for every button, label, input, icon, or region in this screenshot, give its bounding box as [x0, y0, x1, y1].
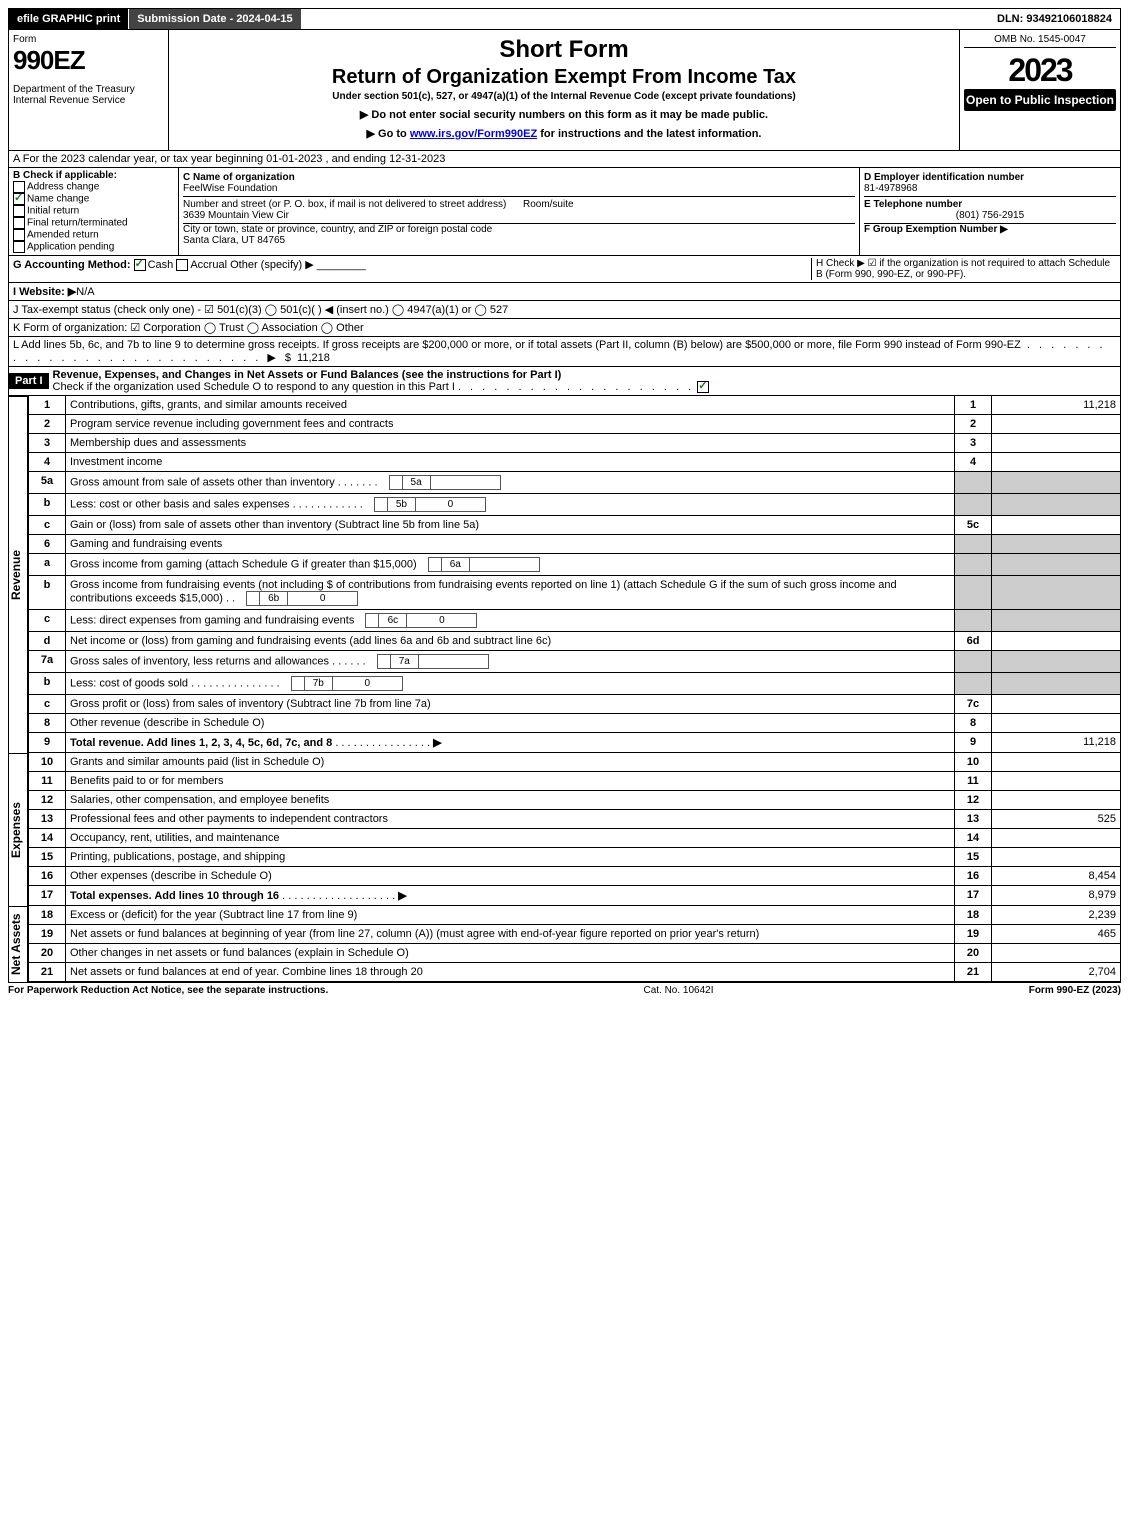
footer-catno: Cat. No. 10642I: [643, 985, 713, 996]
netassets-section-label: Net Assets: [8, 906, 28, 982]
check-accrual[interactable]: [176, 259, 188, 271]
check-name-change[interactable]: [13, 193, 25, 205]
top-bar: efile GRAPHIC print Submission Date - 20…: [8, 8, 1121, 30]
gross-receipts: 11,218: [294, 352, 330, 364]
section-h: H Check ▶ ☑ if the organization is not r…: [811, 258, 1116, 280]
check-schedule-o[interactable]: [697, 381, 709, 393]
omb-number: OMB No. 1545-0047: [964, 34, 1116, 48]
irs-link[interactable]: www.irs.gov/Form990EZ: [410, 128, 537, 140]
line-1-value: 11,218: [992, 396, 1121, 415]
dept-treasury: Department of the Treasury: [13, 84, 164, 95]
check-application-pending[interactable]: [13, 241, 25, 253]
row-k: K Form of organization: ☑ Corporation ◯ …: [8, 319, 1121, 337]
form-word: Form: [13, 34, 164, 45]
title-short-form: Short Form: [173, 36, 955, 64]
header-center: Short Form Return of Organization Exempt…: [169, 30, 960, 150]
dln: DLN: 93492106018824: [989, 9, 1120, 29]
group-exemption: F Group Exemption Number ▶: [864, 224, 1008, 235]
section-bcd: B Check if applicable: Address change Na…: [8, 168, 1121, 256]
note-ssn: ▶ Do not enter social security numbers o…: [173, 108, 955, 121]
revenue-table: 1Contributions, gifts, grants, and simil…: [28, 396, 1121, 753]
ein: 81-4978968: [864, 183, 917, 194]
total-revenue: 11,218: [992, 733, 1121, 753]
footer-right: Form 990-EZ (2023): [1029, 985, 1121, 996]
website: N/A: [76, 286, 94, 298]
line-18-value: 2,239: [992, 906, 1121, 925]
note-link: ▶ Go to www.irs.gov/Form990EZ for instru…: [173, 127, 955, 140]
section-c: C Name of organizationFeelWise Foundatio…: [179, 168, 860, 255]
title-return: Return of Organization Exempt From Incom…: [173, 66, 955, 89]
efile-print-button[interactable]: efile GRAPHIC print: [9, 9, 129, 29]
org-name: FeelWise Foundation: [183, 183, 278, 194]
phone: (801) 756-2915: [864, 210, 1116, 221]
header-left: Form 990EZ Department of the Treasury In…: [9, 30, 169, 150]
irs-label: Internal Revenue Service: [13, 95, 164, 106]
part-i-header: Part I Revenue, Expenses, and Changes in…: [8, 367, 1121, 396]
header-right: OMB No. 1545-0047 2023 Open to Public In…: [960, 30, 1120, 150]
check-cash[interactable]: [134, 259, 146, 271]
section-def: D Employer identification number81-49789…: [860, 168, 1120, 255]
expenses-table: 10Grants and similar amounts paid (list …: [28, 753, 1121, 906]
section-b: B Check if applicable: Address change Na…: [9, 168, 179, 255]
org-city: Santa Clara, UT 84765: [183, 235, 285, 246]
form-number: 990EZ: [13, 45, 164, 76]
line-19-value: 465: [992, 925, 1121, 944]
line-16-value: 8,454: [992, 867, 1121, 886]
subtitle: Under section 501(c), 527, or 4947(a)(1)…: [173, 91, 955, 102]
netassets-table: 18Excess or (deficit) for the year (Subt…: [28, 906, 1121, 982]
tax-year: 2023: [964, 52, 1116, 89]
expenses-section-label: Expenses: [8, 753, 28, 906]
open-public-inspection: Open to Public Inspection: [964, 89, 1116, 111]
footer-left: For Paperwork Reduction Act Notice, see …: [8, 985, 328, 996]
row-gh: G Accounting Method: Cash Accrual Other …: [8, 256, 1121, 283]
form-header: Form 990EZ Department of the Treasury In…: [8, 30, 1121, 151]
org-address: 3639 Mountain View Cir: [183, 210, 289, 221]
row-i: I Website: ▶N/A: [8, 283, 1121, 301]
line-21-value: 2,704: [992, 963, 1121, 982]
page-footer: For Paperwork Reduction Act Notice, see …: [8, 982, 1121, 996]
row-j: J Tax-exempt status (check only one) - ☑…: [8, 301, 1121, 319]
section-a: A For the 2023 calendar year, or tax yea…: [8, 151, 1121, 168]
submission-date: Submission Date - 2024-04-15: [129, 9, 301, 29]
check-final-return[interactable]: [13, 217, 25, 229]
check-initial-return[interactable]: [13, 205, 25, 217]
arrow-icon: ▶: [433, 737, 441, 749]
line-13-value: 525: [992, 810, 1121, 829]
revenue-section-label: Revenue: [8, 396, 28, 753]
check-amended-return[interactable]: [13, 229, 25, 241]
total-expenses: 8,979: [992, 886, 1121, 906]
arrow-icon: ▶: [398, 890, 406, 902]
row-l: L Add lines 5b, 6c, and 7b to line 9 to …: [8, 337, 1121, 367]
